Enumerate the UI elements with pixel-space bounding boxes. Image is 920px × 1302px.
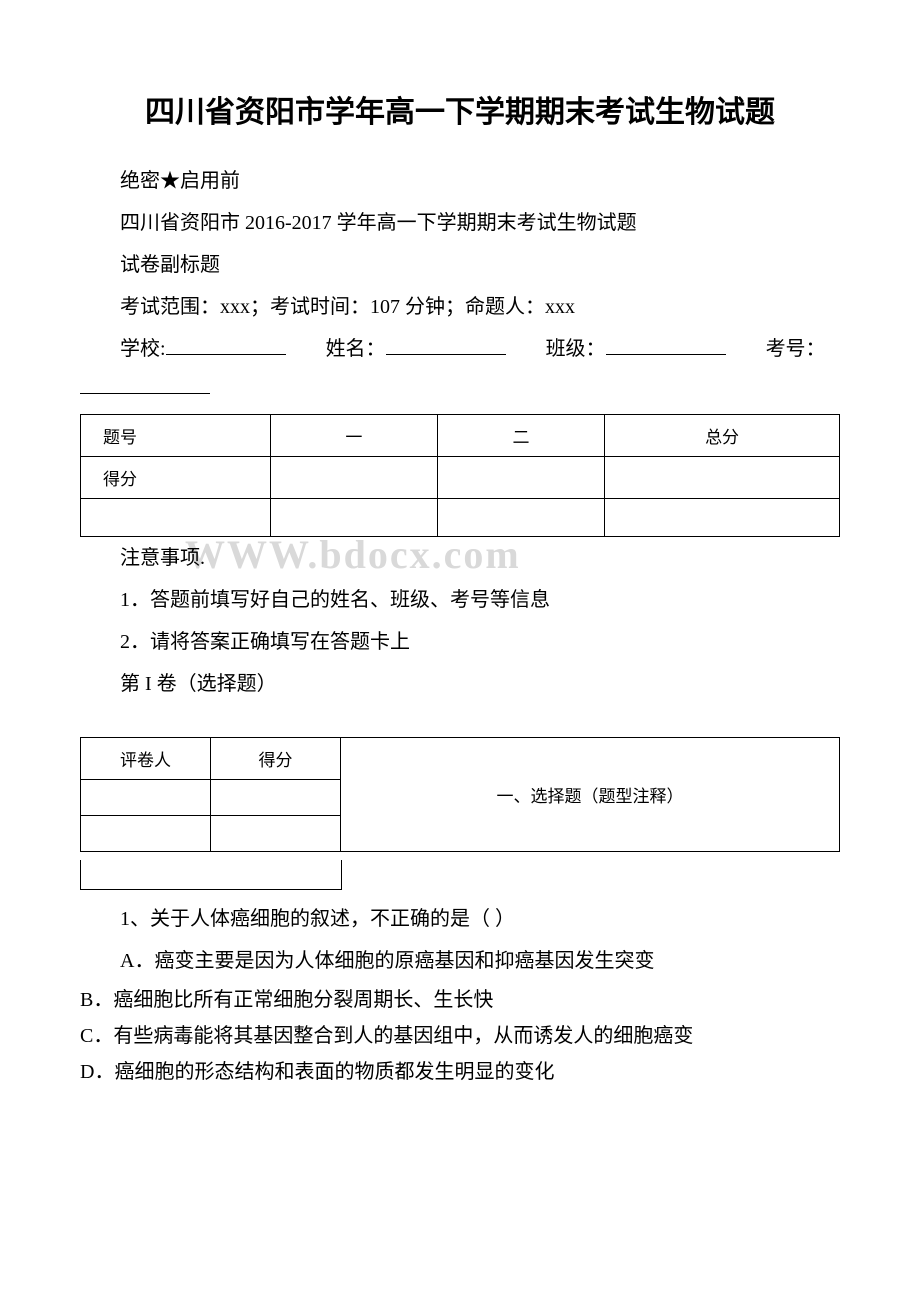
grader-bottom-row: [80, 860, 342, 890]
cell: [81, 499, 271, 537]
table-row: 评卷人 得分: [81, 738, 341, 780]
exam-name: 四川省资阳市 2016-2017 学年高一下学期期末考试生物试题: [80, 202, 840, 244]
class-label: 班级：: [506, 328, 606, 370]
subtitle: 试卷副标题: [80, 244, 840, 286]
class-blank[interactable]: [606, 331, 726, 355]
name-label: 姓名：: [286, 328, 386, 370]
part-1-heading: 第 I 卷（选择题）: [80, 663, 840, 705]
cell-label: 题号: [81, 415, 271, 457]
cell-label: 得分: [81, 457, 271, 499]
cell[interactable]: [605, 457, 840, 499]
school-label: 学校:: [80, 328, 166, 370]
question-1-stem: 1、关于人体癌细胞的叙述，不正确的是（ ）: [80, 898, 840, 940]
table-row: 题号 一 二 总分: [81, 415, 840, 457]
score-summary-table: 题号 一 二 总分 得分: [80, 414, 840, 537]
cell[interactable]: [270, 457, 437, 499]
cell: [270, 499, 437, 537]
score-cell[interactable]: [211, 780, 341, 816]
cell: [437, 499, 604, 537]
notice-title: 注意事项.: [80, 537, 840, 579]
grader-cell[interactable]: [81, 780, 211, 816]
score-header: 得分: [211, 738, 341, 780]
cell: 二: [437, 415, 604, 457]
number-blank[interactable]: [80, 370, 210, 394]
cell: 总分: [605, 415, 840, 457]
notice-item-1: 1．答题前填写好自己的姓名、班级、考号等信息: [80, 579, 840, 621]
grader-section: 评卷人 得分 一、选择题（题型注释）: [80, 737, 840, 852]
cell[interactable]: [437, 457, 604, 499]
name-blank[interactable]: [386, 331, 506, 355]
notice-item-2: 2．请将答案正确填写在答题卡上: [80, 621, 840, 663]
table-row: [81, 780, 341, 816]
student-info-line: 学校: 姓名： 班级： 考号：: [80, 328, 840, 370]
number-label: 考号：: [726, 328, 826, 370]
grader-table: 评卷人 得分: [80, 737, 341, 852]
section-title: 一、选择题（题型注释）: [341, 737, 840, 852]
grader-header: 评卷人: [81, 738, 211, 780]
school-blank[interactable]: [166, 331, 286, 355]
scope-line: 考试范围：xxx；考试时间：107 分钟；命题人：xxx: [80, 286, 840, 328]
score-cell: [211, 816, 341, 852]
grader-cell: [81, 816, 211, 852]
question-1-option-a: A．癌变主要是因为人体细胞的原癌基因和抑癌基因发生突变: [80, 940, 840, 982]
confidential-line: 绝密★启用前: [80, 160, 840, 202]
table-row: [81, 816, 341, 852]
question-1-option-d: D．癌细胞的形态结构和表面的物质都发生明显的变化: [80, 1054, 840, 1090]
cell: [605, 499, 840, 537]
question-1-option-c: C．有些病毒能将其基因整合到人的基因组中，从而诱发人的细胞癌变: [80, 1018, 840, 1054]
document-title: 四川省资阳市学年高一下学期期末考试生物试题: [80, 90, 840, 135]
cell: 一: [270, 415, 437, 457]
question-1-option-b: B．癌细胞比所有正常细胞分裂周期长、生长快: [80, 982, 840, 1018]
table-row: 得分: [81, 457, 840, 499]
table-row: [81, 499, 840, 537]
